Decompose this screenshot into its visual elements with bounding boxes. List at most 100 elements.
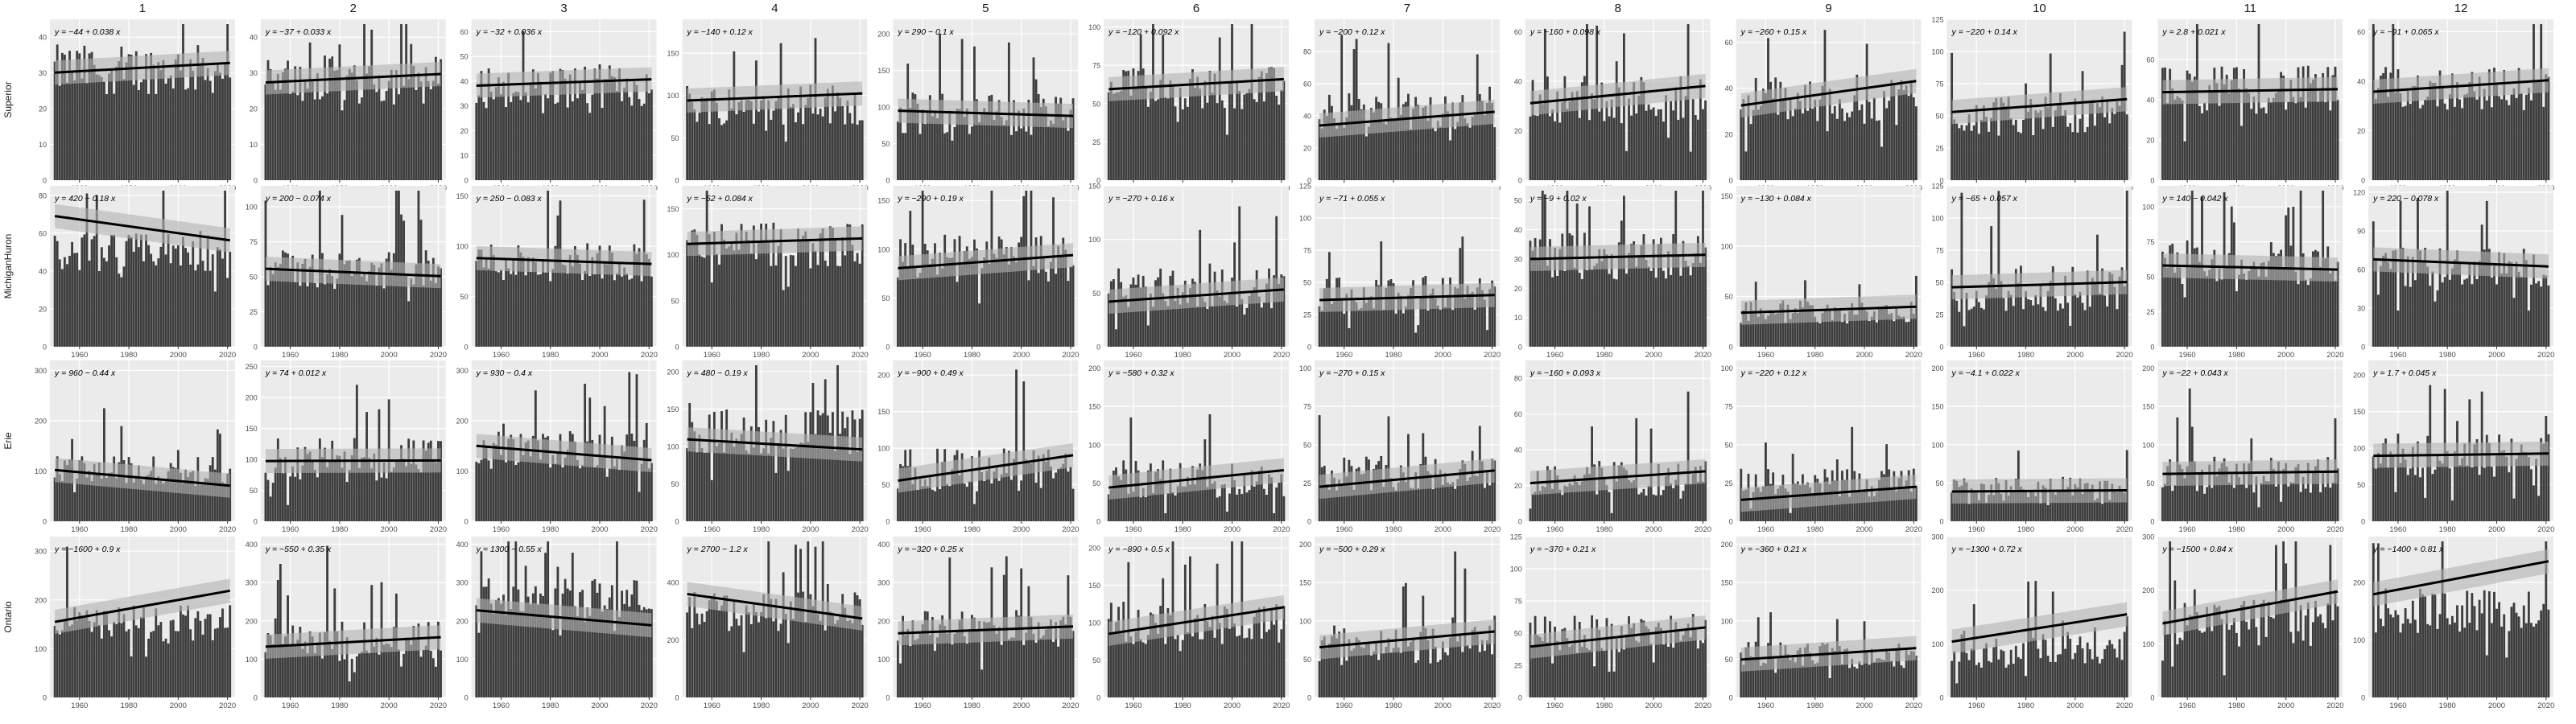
bar <box>431 658 435 697</box>
bar <box>1784 88 1787 180</box>
bar <box>1777 313 1780 347</box>
bar <box>2331 620 2334 697</box>
bar <box>1417 105 1420 180</box>
bar <box>1809 305 1812 347</box>
bar <box>1702 481 1704 521</box>
y-tick-label: 50 <box>1303 656 1311 664</box>
bar <box>1134 284 1137 347</box>
bar <box>953 633 956 697</box>
bar <box>1647 628 1650 697</box>
bar <box>2272 97 2275 180</box>
bar <box>2392 250 2395 347</box>
bar <box>529 604 532 697</box>
x-tick-label: 1980 <box>1596 701 1612 710</box>
x-tick-label: 1960 <box>1125 701 1141 710</box>
bar <box>605 476 609 521</box>
bar <box>1831 648 1834 697</box>
bar <box>700 97 704 180</box>
y-tick-label: 50 <box>1514 197 1522 205</box>
bar <box>2166 267 2169 347</box>
bar <box>1149 91 1152 180</box>
x-tick-label: 1960 <box>2179 351 2196 360</box>
bar <box>1704 100 1707 180</box>
bar <box>1325 278 1328 347</box>
bar <box>770 119 773 180</box>
y-tick-label: 25 <box>1303 311 1311 319</box>
bar <box>1691 99 1695 180</box>
bar <box>1672 110 1675 180</box>
bar <box>640 281 643 347</box>
panel-background <box>1315 186 1500 347</box>
bar <box>2193 461 2196 521</box>
bar <box>2051 591 2054 697</box>
y-tick-label: 50 <box>1092 100 1100 108</box>
bar <box>946 257 949 347</box>
bar <box>807 241 810 347</box>
bar <box>2014 120 2017 180</box>
bar <box>1018 110 1021 180</box>
bar <box>2324 102 2327 180</box>
bar <box>1268 629 1270 697</box>
bar <box>1657 463 1660 521</box>
bar <box>1412 280 1414 347</box>
bar <box>848 619 852 697</box>
bar <box>591 580 594 697</box>
bar <box>1370 296 1373 347</box>
bar <box>1392 648 1395 697</box>
x-tick-label: 1960 <box>914 701 931 710</box>
bar <box>1273 275 1276 347</box>
bar <box>2282 75 2285 180</box>
bar <box>839 434 842 521</box>
bar <box>477 249 481 347</box>
bar <box>1015 369 1018 521</box>
bar <box>1578 117 1581 180</box>
bar <box>2166 634 2169 697</box>
regression-equation: y = −360 + 0.21 x <box>1740 545 1807 554</box>
bar <box>1912 314 1915 347</box>
bar <box>1967 310 1971 347</box>
bar <box>1397 647 1400 697</box>
bar <box>978 450 980 521</box>
bar <box>715 600 718 697</box>
bar <box>1046 126 1050 180</box>
y-tick-label: 100 <box>667 251 679 259</box>
y-tick-label: 20 <box>39 305 47 313</box>
bar <box>482 267 485 347</box>
bar <box>2220 66 2223 180</box>
bar <box>199 65 202 181</box>
y-tick-label: 0 <box>43 177 47 185</box>
bar <box>1575 203 1579 347</box>
bar <box>336 70 339 181</box>
bar <box>1538 636 1542 697</box>
bar <box>943 625 947 697</box>
x-tick-label: 2020 <box>641 525 658 534</box>
bar <box>1397 482 1400 521</box>
x-tick-label: 1980 <box>1385 525 1402 534</box>
bar <box>1046 281 1050 347</box>
bar <box>897 277 899 347</box>
bar <box>440 441 442 521</box>
regression-equation: y = −91 + 0.065 x <box>2372 27 2439 37</box>
bar <box>216 627 219 697</box>
column-strip-label: 9 <box>1825 2 1831 15</box>
bar <box>353 272 356 347</box>
bar <box>718 264 720 347</box>
bar <box>1767 315 1769 347</box>
bar <box>2533 254 2535 347</box>
bar <box>1062 616 1065 697</box>
trend-line <box>476 444 652 462</box>
bar <box>368 458 371 521</box>
x-tick-label: 1960 <box>1968 525 1985 534</box>
bar <box>522 455 525 521</box>
bar <box>1983 309 1985 347</box>
bar <box>201 484 204 521</box>
bar <box>201 634 204 697</box>
bar <box>2235 291 2238 347</box>
bar <box>60 52 64 181</box>
bar <box>1120 479 1123 521</box>
bar <box>522 257 525 347</box>
bar <box>274 467 277 521</box>
bar <box>1848 668 1852 697</box>
bar <box>1447 482 1449 521</box>
